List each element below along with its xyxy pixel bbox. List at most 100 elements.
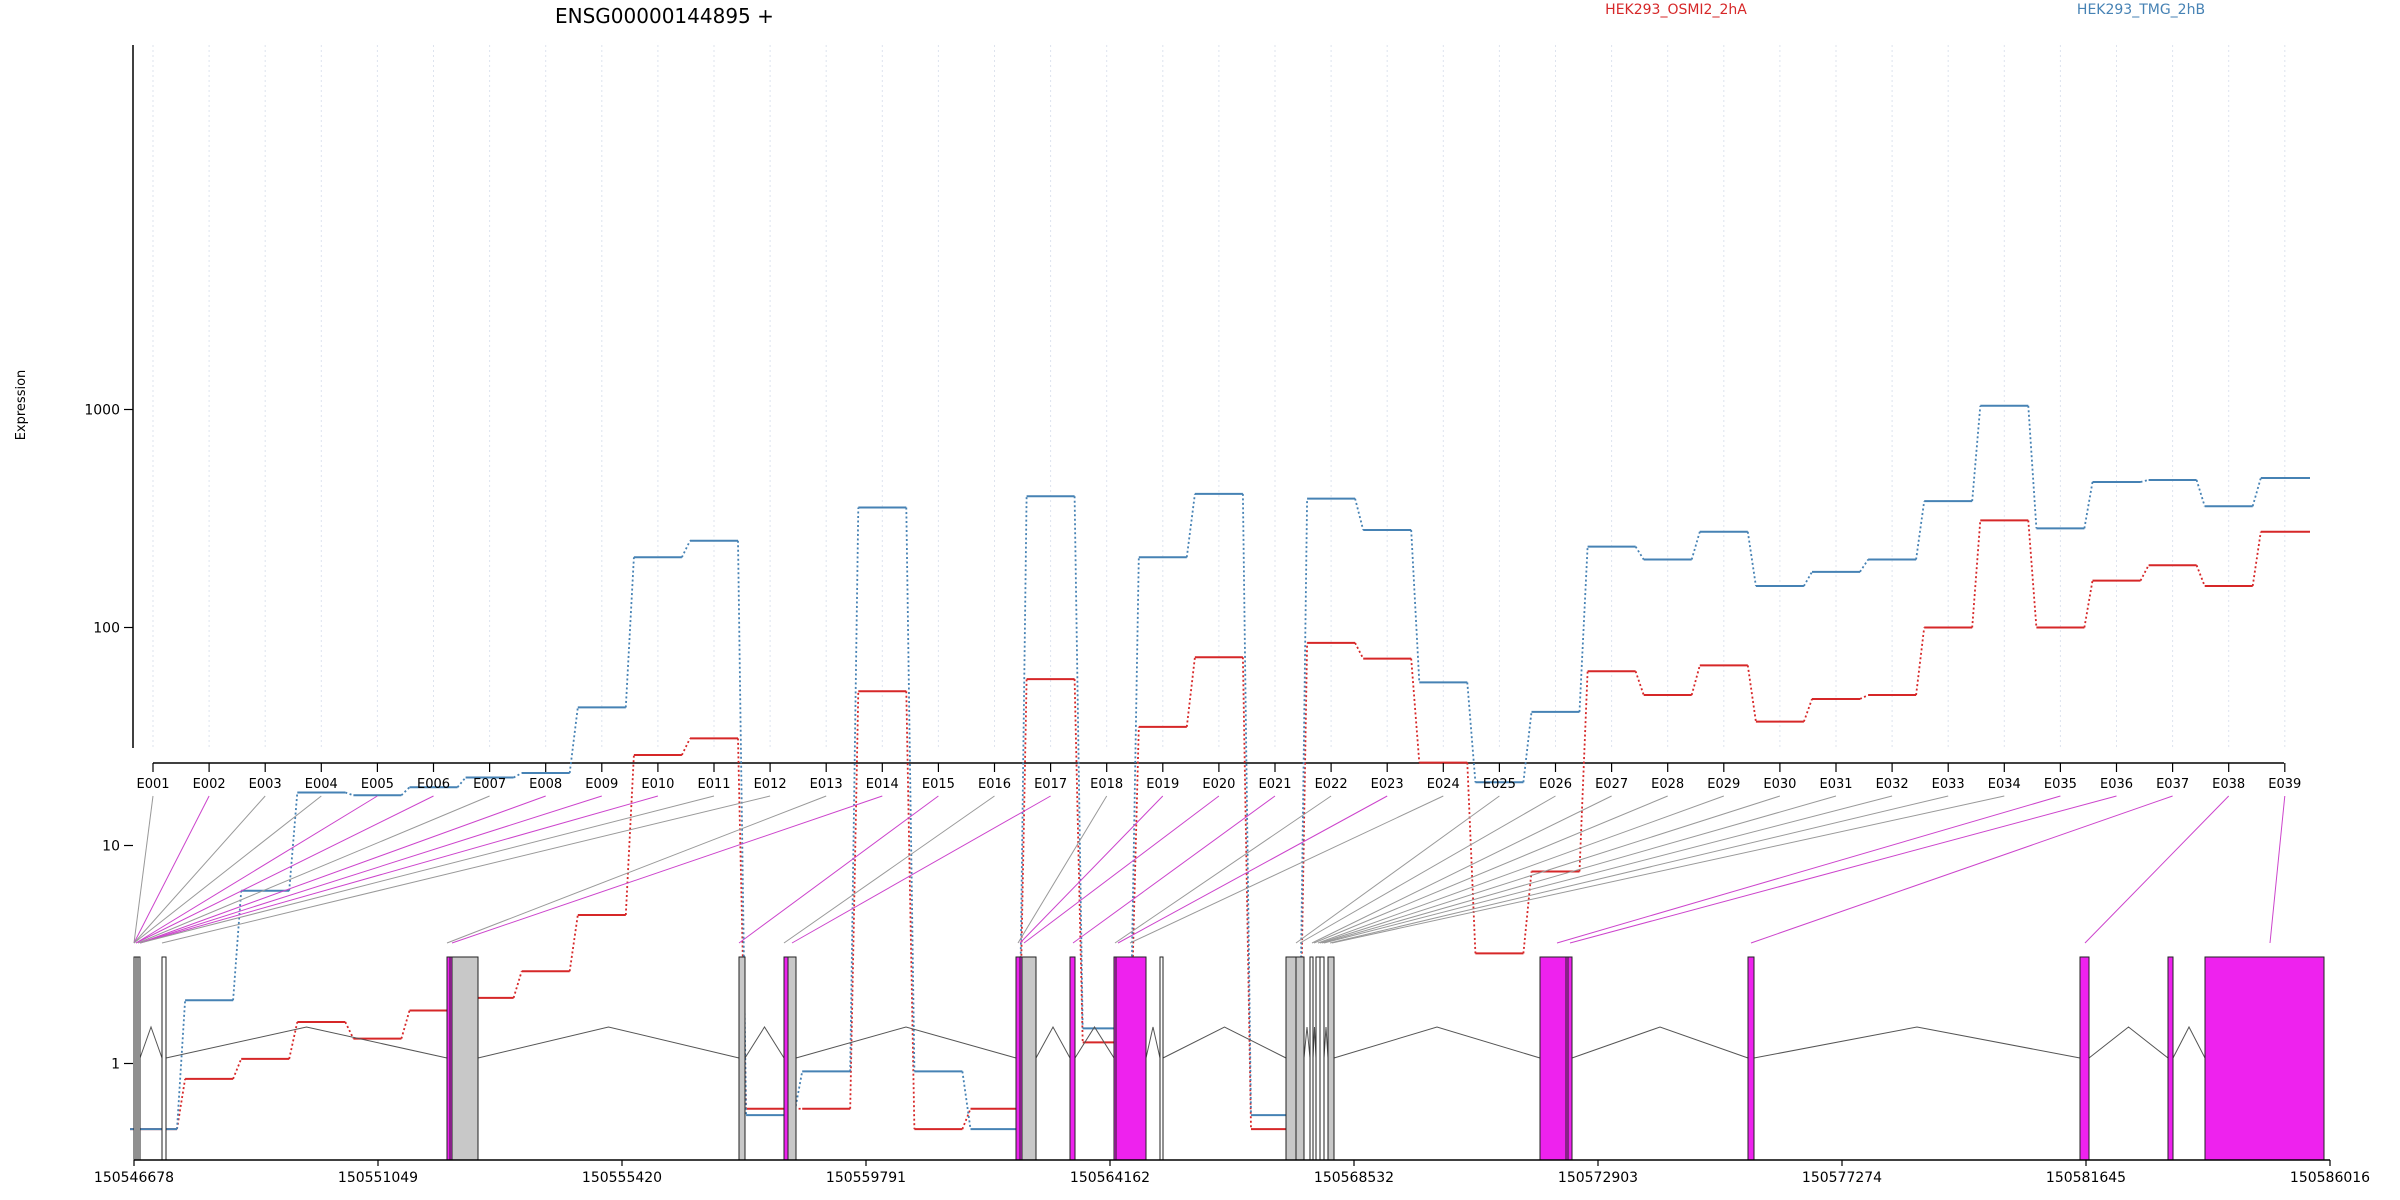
connector-E018 (1017, 795, 1108, 944)
exon-box-E023 (1327, 956, 1335, 1161)
connector-E025 (1295, 795, 1500, 944)
connector-E006 (135, 795, 434, 944)
genome-tick-label-150564162: 150564162 (1070, 1170, 1150, 1186)
x-tick-label-E001: E001 (136, 777, 169, 792)
gridlines (152, 45, 2286, 748)
x-tick-label-E002: E002 (193, 777, 226, 792)
exon-box-E017 (1159, 956, 1164, 1161)
x-tick-label-E028: E028 (1651, 777, 1684, 792)
x-tick-label-E029: E029 (1707, 777, 1740, 792)
exon-box-E013 (1021, 956, 1037, 1161)
x-tick-label-E032: E032 (1876, 777, 1909, 792)
connector-E034 (1331, 795, 2005, 944)
connector-E028 (1313, 795, 1668, 944)
connector-E003 (133, 795, 266, 944)
genome-tick-label-150546678: 150546678 (94, 1170, 174, 1186)
connector-E027 (1311, 795, 1612, 944)
y-axis-ticks: 1 10 100 1000 (84, 403, 133, 1073)
exon-box-E019 (1295, 956, 1305, 1161)
genome-tick-label-150586016: 150586016 (2290, 1170, 2370, 1186)
exon-box-E029 (2167, 956, 2174, 1161)
connector-E013 (446, 795, 827, 944)
exon-box-E020 (1309, 956, 1314, 1161)
exon-connector-lines (133, 795, 2286, 944)
exon-box-E018 (1285, 956, 1297, 1161)
connector-E035 (1556, 795, 2061, 944)
genome-tick-label-150577274: 150577274 (1802, 1170, 1882, 1186)
connector-E037 (1750, 795, 2173, 944)
x-tick-label-E033: E033 (1932, 777, 1965, 792)
y-tick-label-100: 100 (93, 621, 120, 637)
x-tick-label-E038: E038 (2212, 777, 2245, 792)
exon-box-E021 (1315, 956, 1321, 1161)
connector-E016 (783, 795, 995, 944)
legend-series-tmg: HEK293_TMG_2hB (2077, 2, 2205, 18)
connector-E011 (139, 795, 715, 944)
y-axis-label: Expression (14, 370, 29, 441)
exon-box-E003 (137, 956, 141, 1161)
exon-box-E016 (1115, 956, 1147, 1161)
x-tick-label-E039: E039 (2268, 777, 2301, 792)
x-tick-label-E004: E004 (305, 777, 338, 792)
connector-E029 (1317, 795, 1724, 944)
x-tick-label-E036: E036 (2100, 777, 2133, 792)
exon-box-E004 (161, 956, 167, 1161)
axes (132, 45, 2284, 764)
connector-E039 (2269, 795, 2286, 944)
intron-lines (139, 1025, 2206, 1059)
exon-box-E026 (1567, 956, 1573, 1161)
x-tick-label-E018: E018 (1090, 777, 1123, 792)
x-tick-label-E003: E003 (249, 777, 282, 792)
x-tick-label-E008: E008 (529, 777, 562, 792)
chart-title: ENSG00000144895 + (555, 4, 774, 28)
connector-E012 (161, 795, 771, 944)
connector-E002 (133, 795, 210, 944)
series-lines (130, 404, 2310, 1131)
connector-E007 (137, 795, 490, 944)
x-tick-label-E010: E010 (641, 777, 674, 792)
series-1-dotted-connectors (176, 520, 2262, 1130)
x-tick-label-E012: E012 (754, 777, 787, 792)
genome-tick-label-150551049: 150551049 (338, 1170, 418, 1186)
connector-E020 (1023, 795, 1220, 944)
genome-tick-label-150559791: 150559791 (826, 1170, 906, 1186)
x-tick-label-E019: E019 (1146, 777, 1179, 792)
x-tick-label-E006: E006 (417, 777, 450, 792)
x-tick-label-E035: E035 (2044, 777, 2077, 792)
connector-E026 (1299, 795, 1556, 944)
exon-box-E007 (451, 956, 479, 1161)
exon-box-E010 (787, 956, 797, 1161)
connector-E024 (1129, 795, 1444, 944)
gene-model (133, 956, 2325, 1161)
genome-coordinate-axis: 150546678 150551049 150555420 150559791 1505… (94, 1159, 2370, 1186)
x-tick-label-E014: E014 (866, 777, 899, 792)
connector-E005 (135, 795, 378, 944)
exon-box-E022 (1319, 956, 1325, 1161)
connector-E004 (133, 795, 322, 944)
exon-box-E027 (1747, 956, 1755, 1161)
exon-box-E011 (1015, 956, 1021, 1161)
connector-E017 (791, 795, 1051, 944)
connector-E010 (139, 795, 659, 944)
connector-E008 (139, 795, 546, 944)
exon-box-E030 (2204, 956, 2325, 1161)
genome-tick-label-150568532: 150568532 (1314, 1170, 1394, 1186)
connector-E014 (451, 795, 883, 944)
x-tick-label-E022: E022 (1315, 777, 1348, 792)
genome-tick-label-150581645: 150581645 (2046, 1170, 2126, 1186)
connector-E036 (1569, 795, 2117, 944)
x-tick-label-E031: E031 (1819, 777, 1852, 792)
connector-E019 (1019, 795, 1164, 944)
exon-box-E008 (738, 956, 746, 1161)
x-tick-label-E034: E034 (1988, 777, 2021, 792)
x-tick-label-E005: E005 (361, 777, 394, 792)
x-tick-label-E027: E027 (1595, 777, 1628, 792)
x-tick-label-E017: E017 (1034, 777, 1067, 792)
x-tick-label-E037: E037 (2156, 777, 2189, 792)
genome-tick-label-150572903: 150572903 (1558, 1170, 1638, 1186)
exon-box-E024 (1539, 956, 1567, 1161)
connector-E032 (1323, 795, 1893, 944)
x-tick-label-E016: E016 (978, 777, 1011, 792)
exon-box-E009 (783, 956, 789, 1161)
